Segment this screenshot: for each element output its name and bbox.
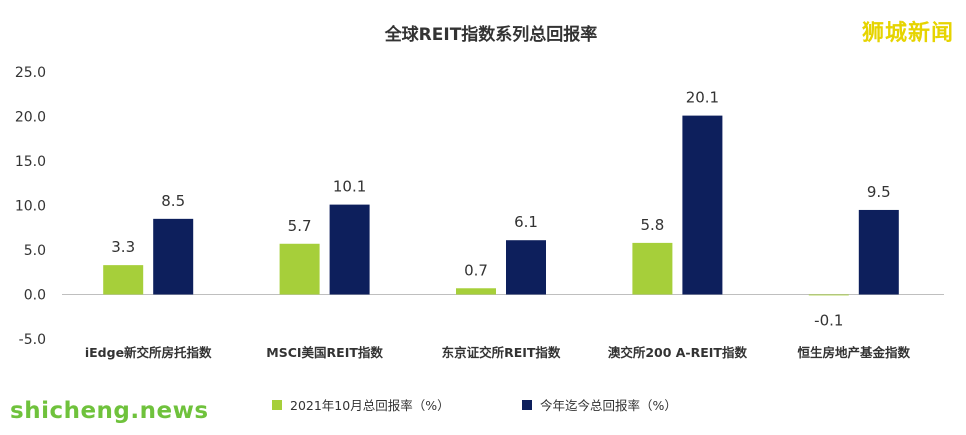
- watermark-bottom: shicheng.news: [10, 398, 209, 424]
- bar-series-2: [506, 240, 546, 295]
- legend-label: 今年迄今总回报率（%）: [540, 398, 677, 413]
- bar-series-1: [808, 294, 849, 296]
- bar-series-2: [153, 218, 194, 295]
- bar-series-1: [279, 243, 320, 295]
- y-tick-label: 25.0: [15, 65, 46, 81]
- data-label: 6.1: [514, 213, 538, 231]
- y-tick-label: 0.0: [24, 288, 46, 304]
- chart-title: 全球REIT指数系列总回报率: [384, 24, 598, 45]
- bar-series-1: [632, 242, 673, 295]
- y-axis: 25.0 20.0 15.0 10.0 5.0 0.0 -5.0: [15, 65, 46, 348]
- data-label: 3.3: [111, 238, 135, 256]
- category-label: 东京证交所REIT指数: [442, 345, 561, 360]
- y-tick-label: 15.0: [15, 154, 46, 170]
- category-label: 恒生房地产基金指数: [798, 345, 911, 360]
- bar-series-2: [682, 115, 723, 295]
- category-label: MSCI美国REIT指数: [266, 345, 383, 360]
- watermark-top: 狮城新闻: [861, 21, 954, 46]
- data-label: 5.7: [288, 217, 312, 235]
- bar-series-1: [103, 265, 144, 295]
- bar-series-1: [456, 288, 496, 295]
- y-tick-label: -5.0: [19, 332, 46, 348]
- bars-group: [103, 115, 899, 296]
- legend-swatch: [522, 400, 532, 410]
- data-label: 20.1: [686, 89, 719, 107]
- bar-series-2: [858, 209, 899, 295]
- y-tick-label: 10.0: [15, 199, 46, 215]
- legend-swatch: [272, 400, 282, 410]
- category-label: 澳交所200 A-REIT指数: [608, 345, 748, 360]
- y-tick-label: 20.0: [15, 110, 46, 126]
- bar-series-2: [329, 204, 370, 295]
- data-label: 0.7: [464, 261, 488, 279]
- data-labels-group: 3.3 8.5 5.7 10.1 0.7 6.1 5.8 20.1 -0.1 9.5: [111, 89, 890, 330]
- category-label: iEdge新交所房托指数: [85, 345, 212, 360]
- data-label: 10.1: [333, 178, 366, 196]
- y-tick-label: 5.0: [24, 243, 46, 259]
- category-labels-group: iEdge新交所房托指数 MSCI美国REIT指数 东京证交所REIT指数 澳交所20…: [85, 345, 911, 360]
- data-label: -0.1: [814, 312, 843, 330]
- data-label: 5.8: [640, 216, 664, 234]
- data-label: 9.5: [867, 183, 891, 201]
- legend: 2021年10月总回报率（%） 今年迄今总回报率（%）: [272, 398, 677, 413]
- legend-label: 2021年10月总回报率（%）: [290, 398, 450, 413]
- data-label: 8.5: [161, 192, 185, 210]
